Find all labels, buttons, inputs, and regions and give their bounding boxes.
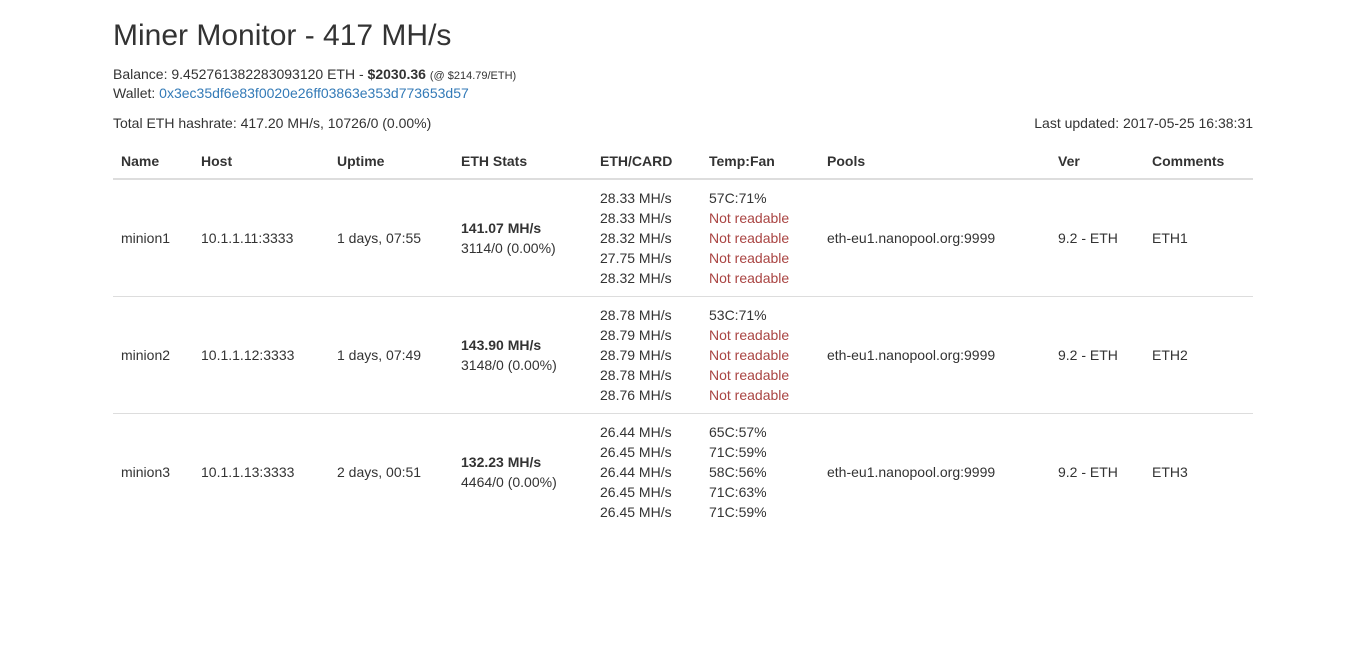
- miner-comment: ETH2: [1144, 296, 1253, 414]
- card-temp-fan: 71C:59%: [709, 444, 767, 460]
- miner-shares: 3148/0 (0.00%): [461, 357, 557, 373]
- miner-host: 10.1.1.12:3333: [193, 296, 329, 414]
- column-header-temp-fan: Temp:Fan: [701, 143, 819, 180]
- card-temp-fan: Not readable: [709, 367, 790, 383]
- miner-name: minion3: [113, 413, 193, 530]
- miner-name: minion2: [113, 296, 193, 414]
- miner-uptime: 2 days, 00:51: [329, 413, 453, 530]
- total-hashrate: Total ETH hashrate: 417.20 MH/s, 10726/0…: [113, 115, 432, 131]
- miner-hashrate: 141.07 MH/s: [461, 220, 542, 236]
- card-hashrate: 28.79 MH/s: [600, 327, 672, 343]
- card-hashrate: 28.33 MH/s: [600, 210, 672, 226]
- eth-stats-cell: 141.07 MH/s 3114/0 (0.00%): [453, 179, 592, 297]
- eth-stats-cell: 143.90 MH/s 3148/0 (0.00%): [453, 296, 592, 414]
- card-temp-fan: 57C:71%: [709, 190, 767, 206]
- miner-host: 10.1.1.13:3333: [193, 413, 329, 530]
- miner-pool: eth-eu1.nanopool.org:9999: [819, 296, 1050, 414]
- table-row: minion2 10.1.1.12:3333 1 days, 07:49 143…: [113, 296, 1253, 414]
- card-temp-fan: 71C:63%: [709, 484, 767, 500]
- card-temp-fan: Not readable: [709, 210, 790, 226]
- miner-uptime: 1 days, 07:55: [337, 230, 422, 246]
- card-temp-fan: Not readable: [709, 250, 790, 266]
- card-hashrate: 28.79 MH/s: [600, 347, 672, 363]
- eth-stats-cell: 132.23 MH/s 4464/0 (0.00%): [453, 413, 592, 530]
- table-header-row: Name Host Uptime ETH Stats ETH/CARD Temp…: [113, 143, 1253, 180]
- balance-usd: $2030.36: [367, 66, 426, 82]
- miner-pool: eth-eu1.nanopool.org:9999: [819, 413, 1050, 530]
- card-hashrate: 26.44 MH/s: [600, 464, 672, 480]
- wallet-address-link[interactable]: 0x3ec35df6e83f0020e26ff03863e353d773653d…: [159, 85, 469, 101]
- balance-label: Balance:: [113, 66, 168, 82]
- miner-shares: 3114/0 (0.00%): [461, 240, 556, 256]
- column-header-eth-card: ETH/CARD: [592, 143, 701, 180]
- card-temp-fan: Not readable: [709, 327, 790, 343]
- column-header-comments: Comments: [1144, 143, 1253, 180]
- card-hashrate: 28.76 MH/s: [600, 387, 672, 403]
- card-temp-fan: Not readable: [709, 230, 790, 246]
- miners-table: Name Host Uptime ETH Stats ETH/CARD Temp…: [113, 143, 1253, 530]
- card-hashrate: 27.75 MH/s: [600, 250, 672, 266]
- temp-fan-cell: 65C:57% 71C:59% 58C:56% 71C:63% 71C:59%: [701, 413, 819, 530]
- card-hashrate: 26.45 MH/s: [600, 504, 672, 520]
- miner-hashrate: 132.23 MH/s: [461, 454, 542, 470]
- card-temp-fan: Not readable: [709, 270, 790, 286]
- column-header-uptime: Uptime: [329, 143, 453, 180]
- card-temp-fan: 53C:71%: [709, 307, 767, 323]
- balance-line: Balance: 9.452761382283093120 ETH - $203…: [113, 65, 516, 85]
- miner-version: 9.2 - ETH: [1050, 413, 1144, 530]
- card-temp-fan: 71C:59%: [709, 504, 767, 520]
- miner-comment: ETH3: [1144, 413, 1253, 530]
- table-row: minion3 10.1.1.13:3333 2 days, 00:51 132…: [113, 413, 1253, 530]
- miner-shares: 4464/0 (0.00%): [461, 474, 557, 490]
- miner-comment: ETH1: [1152, 230, 1188, 246]
- column-header-ver: Ver: [1050, 143, 1144, 180]
- card-hashrates-cell: 28.78 MH/s 28.79 MH/s 28.79 MH/s 28.78 M…: [592, 296, 701, 414]
- card-temp-fan: Not readable: [709, 347, 790, 363]
- column-header-name: Name: [113, 143, 193, 180]
- card-hashrate: 28.78 MH/s: [600, 307, 672, 323]
- miner-name: minion1: [121, 230, 171, 246]
- balance-rate: (@ $214.79/ETH): [429, 70, 517, 82]
- last-updated: Last updated: 2017-05-25 16:38:31: [1034, 115, 1253, 131]
- card-hashrate: 26.44 MH/s: [600, 424, 672, 440]
- miner-pool: eth-eu1.nanopool.org:9999: [827, 230, 996, 246]
- wallet-line: Wallet: 0x3ec35df6e83f0020e26ff03863e353…: [113, 84, 469, 102]
- column-header-pools: Pools: [819, 143, 1050, 180]
- miner-host: 10.1.1.11:3333: [201, 230, 294, 246]
- temp-fan-cell: 57C:71% Not readable Not readable Not re…: [701, 179, 819, 297]
- card-temp-fan: Not readable: [709, 387, 790, 403]
- balance-separator: -: [358, 66, 364, 82]
- miner-hashrate: 143.90 MH/s: [461, 337, 542, 353]
- card-hashrate: 28.32 MH/s: [600, 270, 672, 286]
- card-hashrate: 26.45 MH/s: [600, 444, 672, 460]
- card-temp-fan: 58C:56%: [709, 464, 767, 480]
- table-row: minion1 10.1.1.11:3333 1 days, 07:55 141…: [113, 179, 1253, 297]
- wallet-label: Wallet:: [113, 85, 156, 101]
- miner-version: 9.2 - ETH: [1058, 230, 1118, 246]
- card-hashrate: 28.33 MH/s: [600, 190, 672, 206]
- balance-eth: 9.452761382283093120 ETH: [171, 66, 356, 82]
- miner-uptime: 1 days, 07:49: [329, 296, 453, 414]
- card-hashrate: 26.45 MH/s: [600, 484, 672, 500]
- card-hashrates-cell: 28.33 MH/s 28.33 MH/s 28.32 MH/s 27.75 M…: [592, 179, 701, 297]
- card-temp-fan: 65C:57%: [709, 424, 767, 440]
- page-title: Miner Monitor - 417 MH/s: [113, 19, 452, 52]
- miner-version: 9.2 - ETH: [1050, 296, 1144, 414]
- temp-fan-cell: 53C:71% Not readable Not readable Not re…: [701, 296, 819, 414]
- column-header-eth-stats: ETH Stats: [453, 143, 592, 180]
- card-hashrate: 28.78 MH/s: [600, 367, 672, 383]
- card-hashrates-cell: 26.44 MH/s 26.45 MH/s 26.44 MH/s 26.45 M…: [592, 413, 701, 530]
- column-header-host: Host: [193, 143, 329, 180]
- card-hashrate: 28.32 MH/s: [600, 230, 672, 246]
